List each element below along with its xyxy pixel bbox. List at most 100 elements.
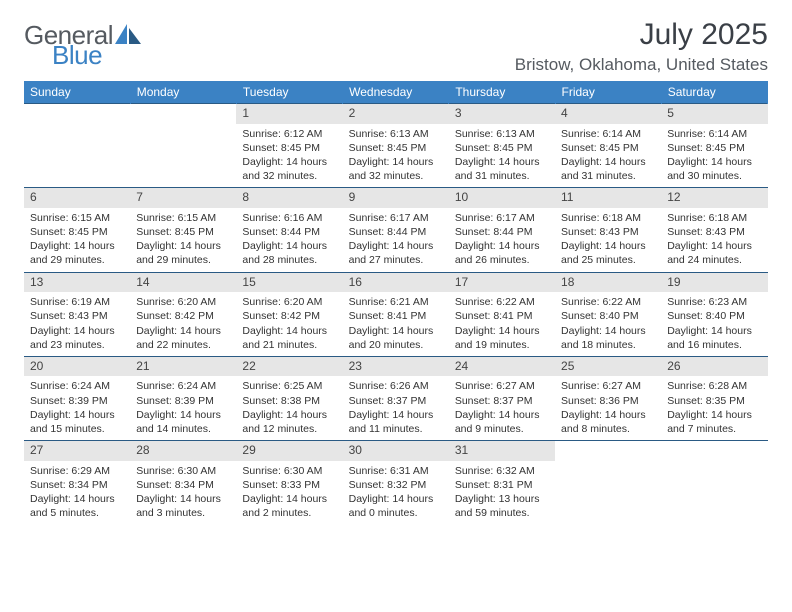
topbar: General Blue July 2025 Bristow, Oklahoma… <box>24 18 768 75</box>
sunset-text: Sunset: 8:37 PM <box>349 394 443 408</box>
daylight-text: Daylight: 14 hours and 19 minutes. <box>455 324 549 352</box>
day-number: 3 <box>449 104 555 124</box>
sunset-text: Sunset: 8:41 PM <box>455 309 549 323</box>
sunrise-text: Sunrise: 6:15 AM <box>30 211 124 225</box>
calendar-day-cell <box>130 104 236 188</box>
calendar-week-row: 20Sunrise: 6:24 AMSunset: 8:39 PMDayligh… <box>24 356 768 440</box>
month-title: July 2025 <box>515 18 768 51</box>
sunrise-text: Sunrise: 6:17 AM <box>349 211 443 225</box>
day-number <box>661 441 767 445</box>
sunrise-text: Sunrise: 6:23 AM <box>667 295 761 309</box>
daylight-text: Daylight: 14 hours and 11 minutes. <box>349 408 443 436</box>
daylight-text: Daylight: 14 hours and 23 minutes. <box>30 324 124 352</box>
day-number: 8 <box>236 188 342 208</box>
daylight-text: Daylight: 14 hours and 7 minutes. <box>667 408 761 436</box>
sunrise-text: Sunrise: 6:13 AM <box>349 127 443 141</box>
calendar-day-cell: 3Sunrise: 6:13 AMSunset: 8:45 PMDaylight… <box>449 104 555 188</box>
calendar-week-row: 13Sunrise: 6:19 AMSunset: 8:43 PMDayligh… <box>24 272 768 356</box>
sunrise-text: Sunrise: 6:27 AM <box>455 379 549 393</box>
sunset-text: Sunset: 8:34 PM <box>136 478 230 492</box>
sunrise-text: Sunrise: 6:26 AM <box>349 379 443 393</box>
sunset-text: Sunset: 8:31 PM <box>455 478 549 492</box>
daylight-text: Daylight: 14 hours and 12 minutes. <box>242 408 336 436</box>
sunset-text: Sunset: 8:45 PM <box>136 225 230 239</box>
day-number: 15 <box>236 273 342 293</box>
calendar-day-cell: 6Sunrise: 6:15 AMSunset: 8:45 PMDaylight… <box>24 188 130 272</box>
sunset-text: Sunset: 8:42 PM <box>242 309 336 323</box>
sunset-text: Sunset: 8:40 PM <box>667 309 761 323</box>
sunrise-text: Sunrise: 6:31 AM <box>349 464 443 478</box>
calendar-day-cell: 9Sunrise: 6:17 AMSunset: 8:44 PMDaylight… <box>343 188 449 272</box>
calendar-day-cell: 17Sunrise: 6:22 AMSunset: 8:41 PMDayligh… <box>449 272 555 356</box>
day-detail: Sunrise: 6:22 AMSunset: 8:40 PMDaylight:… <box>555 292 661 356</box>
day-detail: Sunrise: 6:23 AMSunset: 8:40 PMDaylight:… <box>661 292 767 356</box>
sunset-text: Sunset: 8:45 PM <box>561 141 655 155</box>
day-number: 29 <box>236 441 342 461</box>
sunset-text: Sunset: 8:44 PM <box>242 225 336 239</box>
sunset-text: Sunset: 8:45 PM <box>349 141 443 155</box>
sunset-text: Sunset: 8:32 PM <box>349 478 443 492</box>
day-number: 7 <box>130 188 236 208</box>
calendar-day-cell: 24Sunrise: 6:27 AMSunset: 8:37 PMDayligh… <box>449 356 555 440</box>
weekday-header: Thursday <box>449 81 555 104</box>
daylight-text: Daylight: 14 hours and 5 minutes. <box>30 492 124 520</box>
sunrise-text: Sunrise: 6:20 AM <box>242 295 336 309</box>
day-number: 5 <box>661 104 767 124</box>
daylight-text: Daylight: 14 hours and 31 minutes. <box>455 155 549 183</box>
daylight-text: Daylight: 14 hours and 30 minutes. <box>667 155 761 183</box>
calendar-day-cell: 8Sunrise: 6:16 AMSunset: 8:44 PMDaylight… <box>236 188 342 272</box>
day-detail: Sunrise: 6:27 AMSunset: 8:36 PMDaylight:… <box>555 376 661 440</box>
calendar-week-row: 27Sunrise: 6:29 AMSunset: 8:34 PMDayligh… <box>24 441 768 525</box>
daylight-text: Daylight: 13 hours and 59 minutes. <box>455 492 549 520</box>
sunset-text: Sunset: 8:41 PM <box>349 309 443 323</box>
sunrise-text: Sunrise: 6:18 AM <box>667 211 761 225</box>
calendar-day-cell: 19Sunrise: 6:23 AMSunset: 8:40 PMDayligh… <box>661 272 767 356</box>
sunset-text: Sunset: 8:43 PM <box>30 309 124 323</box>
calendar-day-cell: 26Sunrise: 6:28 AMSunset: 8:35 PMDayligh… <box>661 356 767 440</box>
sunrise-text: Sunrise: 6:18 AM <box>561 211 655 225</box>
day-number <box>24 104 130 108</box>
sunrise-text: Sunrise: 6:27 AM <box>561 379 655 393</box>
day-number: 14 <box>130 273 236 293</box>
calendar-day-cell: 14Sunrise: 6:20 AMSunset: 8:42 PMDayligh… <box>130 272 236 356</box>
sunset-text: Sunset: 8:36 PM <box>561 394 655 408</box>
day-detail: Sunrise: 6:15 AMSunset: 8:45 PMDaylight:… <box>130 208 236 272</box>
day-number: 16 <box>343 273 449 293</box>
daylight-text: Daylight: 14 hours and 27 minutes. <box>349 239 443 267</box>
sunset-text: Sunset: 8:44 PM <box>349 225 443 239</box>
calendar-day-cell: 22Sunrise: 6:25 AMSunset: 8:38 PMDayligh… <box>236 356 342 440</box>
day-detail: Sunrise: 6:12 AMSunset: 8:45 PMDaylight:… <box>236 124 342 188</box>
daylight-text: Daylight: 14 hours and 32 minutes. <box>349 155 443 183</box>
daylight-text: Daylight: 14 hours and 26 minutes. <box>455 239 549 267</box>
calendar-day-cell: 2Sunrise: 6:13 AMSunset: 8:45 PMDaylight… <box>343 104 449 188</box>
sunrise-text: Sunrise: 6:20 AM <box>136 295 230 309</box>
calendar-day-cell: 20Sunrise: 6:24 AMSunset: 8:39 PMDayligh… <box>24 356 130 440</box>
sunset-text: Sunset: 8:44 PM <box>455 225 549 239</box>
weekday-header: Sunday <box>24 81 130 104</box>
sunset-text: Sunset: 8:37 PM <box>455 394 549 408</box>
daylight-text: Daylight: 14 hours and 24 minutes. <box>667 239 761 267</box>
calendar-page: General Blue July 2025 Bristow, Oklahoma… <box>0 0 792 535</box>
sunrise-text: Sunrise: 6:22 AM <box>455 295 549 309</box>
day-number: 11 <box>555 188 661 208</box>
sunset-text: Sunset: 8:38 PM <box>242 394 336 408</box>
daylight-text: Daylight: 14 hours and 3 minutes. <box>136 492 230 520</box>
day-number: 1 <box>236 104 342 124</box>
calendar-day-cell: 15Sunrise: 6:20 AMSunset: 8:42 PMDayligh… <box>236 272 342 356</box>
sunset-text: Sunset: 8:39 PM <box>30 394 124 408</box>
day-detail: Sunrise: 6:14 AMSunset: 8:45 PMDaylight:… <box>555 124 661 188</box>
day-detail: Sunrise: 6:26 AMSunset: 8:37 PMDaylight:… <box>343 376 449 440</box>
sunrise-text: Sunrise: 6:30 AM <box>136 464 230 478</box>
day-number: 12 <box>661 188 767 208</box>
calendar-day-cell: 30Sunrise: 6:31 AMSunset: 8:32 PMDayligh… <box>343 441 449 525</box>
day-number: 22 <box>236 357 342 377</box>
daylight-text: Daylight: 14 hours and 32 minutes. <box>242 155 336 183</box>
sunset-text: Sunset: 8:45 PM <box>242 141 336 155</box>
day-number <box>130 104 236 108</box>
day-detail: Sunrise: 6:15 AMSunset: 8:45 PMDaylight:… <box>24 208 130 272</box>
day-number: 19 <box>661 273 767 293</box>
sunrise-text: Sunrise: 6:15 AM <box>136 211 230 225</box>
day-detail: Sunrise: 6:16 AMSunset: 8:44 PMDaylight:… <box>236 208 342 272</box>
daylight-text: Daylight: 14 hours and 14 minutes. <box>136 408 230 436</box>
day-detail: Sunrise: 6:20 AMSunset: 8:42 PMDaylight:… <box>130 292 236 356</box>
